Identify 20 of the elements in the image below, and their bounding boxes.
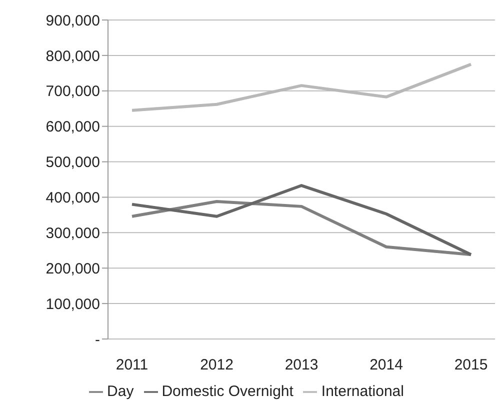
- x-tick-label: 2012: [200, 356, 234, 374]
- y-tick-label: 200,000: [46, 260, 100, 278]
- y-tick-label: 700,000: [46, 83, 100, 100]
- x-tick-label: 2013: [284, 356, 318, 374]
- y-tick-label: 100,000: [46, 296, 100, 313]
- y-tick-label: 800,000: [46, 48, 100, 65]
- y-tick-label: -: [95, 331, 100, 348]
- legend-label: International: [321, 383, 404, 400]
- line-series: [130, 200, 472, 256]
- y-tick-label: 300,000: [46, 224, 100, 242]
- y-tick-label: 600,000: [46, 118, 100, 136]
- legend-label: Domestic Overnight: [162, 383, 294, 400]
- legend-label: Day: [107, 383, 134, 400]
- x-tick-label: 2014: [370, 356, 403, 374]
- line-series: [130, 184, 472, 256]
- y-tick-label: 900,000: [46, 12, 100, 30]
- y-tick-label: 400,000: [46, 190, 100, 207]
- x-tick-label: 2011: [116, 356, 148, 374]
- x-tick-label: 2015: [454, 356, 488, 374]
- y-tick-label: 500,000: [46, 154, 100, 172]
